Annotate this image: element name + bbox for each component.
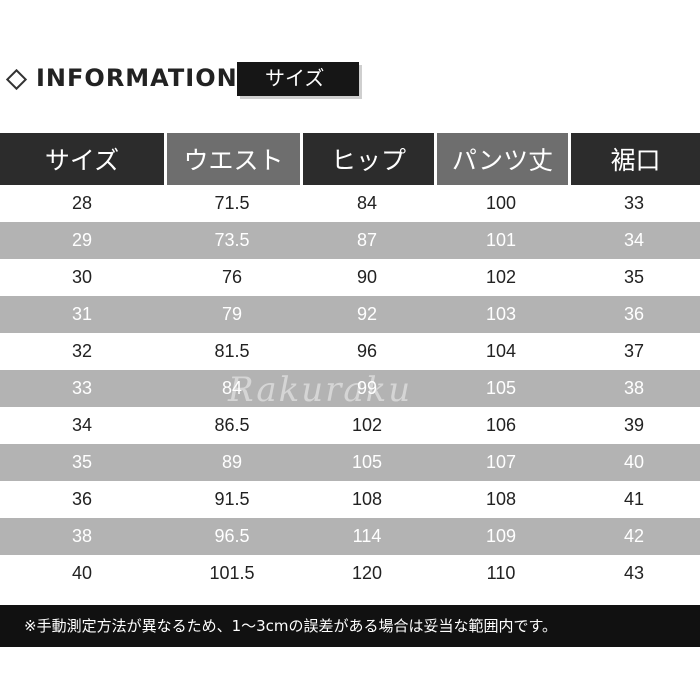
cell-hip: 84 — [300, 185, 434, 222]
section-title: INFORMATION — [36, 64, 238, 92]
cell-waist: 79 — [164, 296, 300, 333]
cell-hem: 43 — [568, 555, 700, 592]
column-header-waist: ウエスト — [164, 133, 300, 185]
cell-size: 35 — [0, 444, 164, 481]
measurement-note: ※手動測定方法が異なるため、1〜3cmの誤差がある場合は妥当な範囲内です。 — [0, 605, 700, 647]
table-row: 29 73.5 87 101 34 — [0, 222, 700, 259]
table-row: 40 101.5 120 110 43 — [0, 555, 700, 592]
size-tag: サイズ — [237, 62, 359, 96]
cell-size: 28 — [0, 185, 164, 222]
cell-hem: 33 — [568, 185, 700, 222]
cell-hip: 99 — [300, 370, 434, 407]
cell-size: 40 — [0, 555, 164, 592]
cell-size: 33 — [0, 370, 164, 407]
table-row: 38 96.5 114 109 42 — [0, 518, 700, 555]
cell-hip: 96 — [300, 333, 434, 370]
cell-hip: 90 — [300, 259, 434, 296]
cell-hip: 120 — [300, 555, 434, 592]
diamond-icon — [5, 68, 28, 91]
table-row: 36 91.5 108 108 41 — [0, 481, 700, 518]
cell-size: 29 — [0, 222, 164, 259]
cell-size: 36 — [0, 481, 164, 518]
cell-size: 38 — [0, 518, 164, 555]
cell-hem: 35 — [568, 259, 700, 296]
column-header-hem: 裾口 — [568, 133, 700, 185]
table-row: 35 89 105 107 40 — [0, 444, 700, 481]
cell-hem: 37 — [568, 333, 700, 370]
cell-hip: 114 — [300, 518, 434, 555]
size-table: サイズ ウエスト ヒップ パンツ丈 裾口 28 71.5 84 100 33 29 73.5… — [0, 133, 700, 592]
cell-hem: 36 — [568, 296, 700, 333]
cell-waist: 86.5 — [164, 407, 300, 444]
cell-length: 109 — [434, 518, 568, 555]
table-row: 33 84 99 105 38 — [0, 370, 700, 407]
cell-hem: 34 — [568, 222, 700, 259]
cell-length: 100 — [434, 185, 568, 222]
table-row: 34 86.5 102 106 39 — [0, 407, 700, 444]
column-header-length: パンツ丈 — [434, 133, 568, 185]
cell-length: 104 — [434, 333, 568, 370]
cell-length: 102 — [434, 259, 568, 296]
table-row: 28 71.5 84 100 33 — [0, 185, 700, 222]
section-header: INFORMATION サイズ — [0, 58, 700, 98]
table-header-row: サイズ ウエスト ヒップ パンツ丈 裾口 — [0, 133, 700, 185]
table-row: 31 79 92 103 36 — [0, 296, 700, 333]
table-row: 32 81.5 96 104 37 — [0, 333, 700, 370]
cell-hip: 102 — [300, 407, 434, 444]
cell-waist: 96.5 — [164, 518, 300, 555]
cell-hip: 105 — [300, 444, 434, 481]
column-header-size: サイズ — [0, 133, 164, 185]
cell-length: 106 — [434, 407, 568, 444]
cell-waist: 76 — [164, 259, 300, 296]
cell-length: 105 — [434, 370, 568, 407]
cell-hem: 39 — [568, 407, 700, 444]
cell-hip: 92 — [300, 296, 434, 333]
size-tag-label: サイズ — [265, 66, 325, 90]
cell-hip: 87 — [300, 222, 434, 259]
cell-hip: 108 — [300, 481, 434, 518]
cell-length: 107 — [434, 444, 568, 481]
cell-hem: 42 — [568, 518, 700, 555]
cell-waist: 101.5 — [164, 555, 300, 592]
cell-size: 34 — [0, 407, 164, 444]
cell-length: 103 — [434, 296, 568, 333]
cell-waist: 73.5 — [164, 222, 300, 259]
cell-waist: 84 — [164, 370, 300, 407]
cell-hem: 41 — [568, 481, 700, 518]
cell-size: 30 — [0, 259, 164, 296]
cell-size: 31 — [0, 296, 164, 333]
cell-length: 101 — [434, 222, 568, 259]
cell-waist: 71.5 — [164, 185, 300, 222]
cell-waist: 91.5 — [164, 481, 300, 518]
cell-size: 32 — [0, 333, 164, 370]
cell-length: 110 — [434, 555, 568, 592]
table-row: 30 76 90 102 35 — [0, 259, 700, 296]
cell-hem: 40 — [568, 444, 700, 481]
column-header-hip: ヒップ — [300, 133, 434, 185]
cell-length: 108 — [434, 481, 568, 518]
cell-hem: 38 — [568, 370, 700, 407]
cell-waist: 89 — [164, 444, 300, 481]
cell-waist: 81.5 — [164, 333, 300, 370]
